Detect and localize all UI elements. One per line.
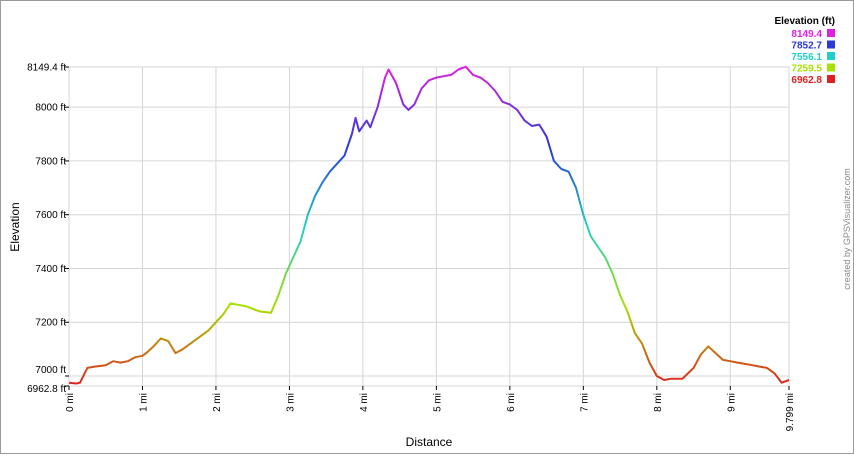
x-tick-label: 9 mi — [726, 393, 737, 412]
y-tick-label: 6962.8 ft — [27, 384, 66, 395]
legend-title: Elevation (ft) — [774, 16, 835, 27]
y-tick-label: 7600 ft — [35, 210, 66, 221]
y-tick-label: 7000 ft — [35, 365, 66, 376]
y-tick-label: 8000 ft — [35, 103, 66, 114]
y-tick-label: 7400 ft — [35, 264, 66, 275]
y-tick-label: 8149.4 ft — [27, 63, 66, 74]
x-tick-label: 0 mi — [65, 393, 76, 412]
x-tick-label: 9.799 mi — [785, 393, 796, 431]
legend-swatch — [827, 52, 835, 60]
x-tick-label: 7 mi — [579, 393, 590, 412]
legend-value: 7556.1 — [791, 52, 822, 63]
y-tick-label: 7200 ft — [35, 318, 66, 329]
legend-value: 7852.7 — [791, 41, 822, 52]
x-tick-labels: 0 mi 1 mi 2 mi 3 mi 4 mi 5 mi 6 mi 7 mi 8 mi 9 mi… — [65, 386, 796, 431]
legend-swatch — [827, 40, 835, 49]
legend: Elevation (ft) 8149.47852.77556.17259.56… — [774, 16, 835, 86]
y-tick-label: 7800 ft — [35, 156, 66, 167]
x-tick-label: 1 mi — [138, 393, 149, 412]
y-tick-labels: 6962.8 ft 7000 ft 7200 ft 7400 ft 7600 ft 780… — [27, 63, 69, 395]
x-tick-label: 2 mi — [212, 393, 223, 412]
y-axis-label: Elevation — [8, 202, 22, 251]
legend-value: 8149.4 — [791, 29, 822, 40]
legend-swatch — [827, 63, 835, 72]
grid-lines — [68, 66, 790, 387]
x-axis-label: Distance — [406, 435, 453, 449]
legend-value: 6962.8 — [791, 75, 822, 86]
legend-swatch — [827, 29, 835, 37]
elevation-line — [68, 65, 790, 385]
x-tick-label: 3 mi — [285, 393, 296, 412]
plot-area — [68, 66, 790, 387]
credit-text: created by GPSVisualizer.com — [842, 168, 852, 289]
x-tick-label: 8 mi — [653, 393, 664, 412]
x-tick-label: 6 mi — [506, 393, 517, 412]
legend-value: 7259.5 — [791, 64, 822, 75]
x-tick-label: 5 mi — [432, 393, 443, 412]
x-tick-label: 4 mi — [359, 393, 370, 412]
legend-swatch — [827, 75, 835, 83]
